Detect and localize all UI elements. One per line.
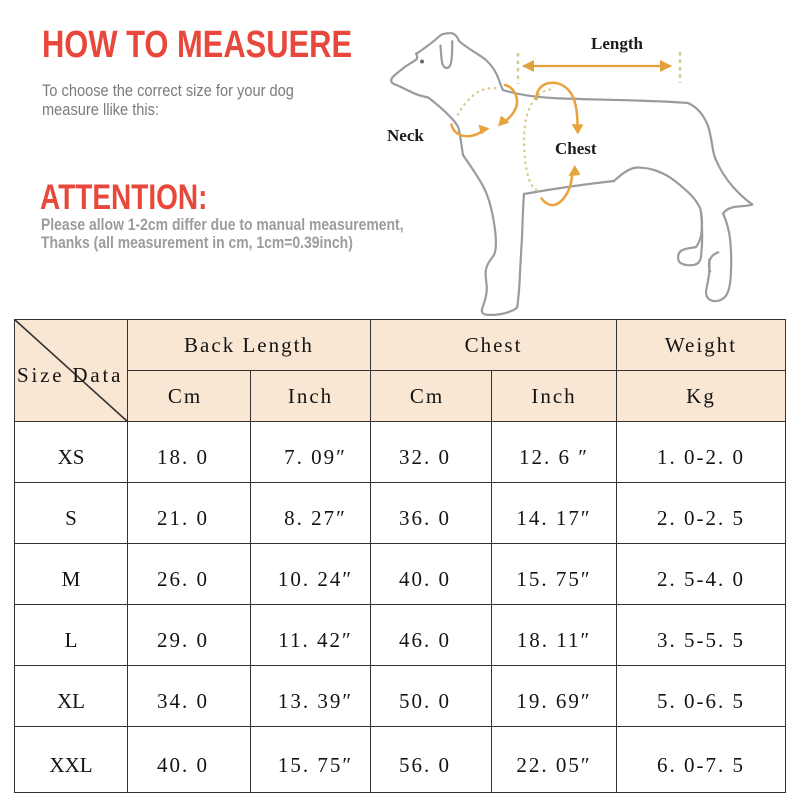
svg-text:Neck: Neck bbox=[387, 126, 424, 145]
svg-text:Chest: Chest bbox=[555, 139, 597, 158]
svg-text:Length: Length bbox=[591, 34, 644, 53]
